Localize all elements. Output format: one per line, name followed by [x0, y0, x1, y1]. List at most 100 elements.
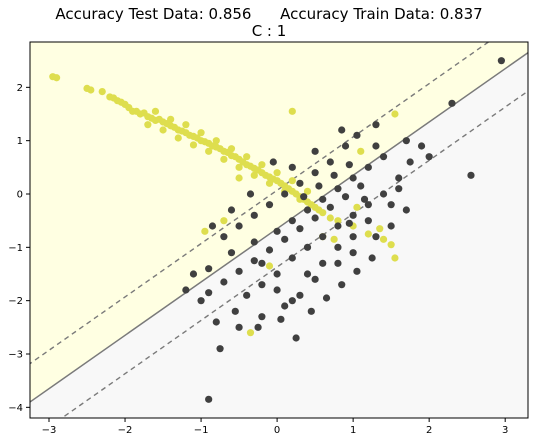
x-tick-label: 0 [274, 425, 280, 436]
point-class-b [311, 214, 319, 222]
point-class-a [391, 110, 399, 118]
x-tick-label: 1 [350, 425, 356, 436]
point-class-b [220, 233, 228, 241]
point-class-b [311, 147, 319, 155]
point-class-b [357, 182, 365, 190]
point-class-b [250, 211, 258, 219]
test-accuracy-title: Accuracy Test Data: 0.856 [55, 5, 252, 23]
point-class-b [216, 345, 224, 353]
point-class-b [269, 158, 277, 166]
point-class-a [353, 203, 361, 211]
point-class-b [197, 297, 205, 305]
point-class-b [326, 203, 334, 211]
x-axis: −3 −2 −1 0 1 2 3 [42, 418, 508, 436]
point-class-a [288, 107, 296, 115]
y-tick-label: −2 [8, 296, 23, 307]
point-class-a [227, 145, 236, 153]
point-class-b [250, 238, 258, 246]
point-class-b [330, 171, 338, 179]
point-class-a [189, 141, 198, 149]
point-class-b [205, 289, 213, 297]
point-class-b [227, 249, 236, 257]
point-class-b [258, 281, 266, 289]
point-class-a [326, 214, 334, 222]
point-class-a [387, 241, 395, 249]
point-class-b [311, 169, 319, 177]
point-class-a [246, 329, 255, 337]
point-class-a [167, 115, 175, 123]
point-class-b [265, 246, 274, 254]
point-class-a [330, 235, 338, 243]
point-class-b [345, 161, 353, 169]
point-class-b [353, 131, 361, 139]
point-class-a [98, 88, 106, 96]
y-tick-label: −3 [8, 350, 23, 361]
point-class-a [391, 254, 399, 262]
margin-line-upper [30, 42, 490, 365]
point-class-b [368, 254, 376, 262]
point-class-b [364, 163, 372, 171]
point-class-a [288, 177, 296, 185]
point-class-b [281, 302, 289, 310]
train-accuracy-title: Accuracy Train Data: 0.837 [280, 5, 483, 23]
point-class-b [288, 254, 296, 262]
x-tick-label: −3 [42, 425, 57, 436]
point-class-b [208, 222, 217, 230]
point-class-b [360, 195, 369, 203]
point-class-b [402, 137, 410, 145]
point-class-b [319, 195, 327, 203]
point-class-a [303, 187, 312, 195]
point-class-a [174, 134, 182, 142]
point-class-b [243, 291, 251, 299]
point-class-b [258, 259, 266, 267]
x-tick-label: 3 [502, 425, 508, 436]
point-class-b [296, 225, 304, 233]
point-class-a [364, 230, 372, 238]
point-class-a [250, 171, 258, 179]
point-class-b [345, 219, 353, 227]
point-class-b [296, 179, 304, 187]
point-class-b [379, 190, 388, 198]
point-class-b [231, 307, 239, 315]
point-class-b [300, 193, 308, 201]
point-class-b [417, 142, 426, 150]
point-class-b [349, 174, 357, 182]
y-tick-label: 2 [17, 83, 23, 94]
point-class-a [235, 174, 243, 182]
point-class-b [372, 121, 380, 129]
point-class-a [212, 137, 220, 145]
point-class-b [402, 206, 410, 214]
point-class-b [467, 171, 475, 179]
point-class-b [273, 270, 281, 278]
point-class-a [235, 163, 243, 171]
point-class-b [220, 278, 228, 286]
point-class-b [395, 185, 403, 193]
point-class-a [182, 121, 190, 129]
point-class-b [254, 323, 262, 331]
point-class-b [235, 222, 243, 230]
point-class-b [338, 281, 346, 289]
point-class-b [425, 153, 433, 161]
point-class-b [182, 286, 190, 294]
point-class-b [273, 227, 281, 235]
point-class-b [296, 291, 304, 299]
x-tick-label: −1 [194, 425, 209, 436]
point-class-b [349, 233, 357, 241]
point-class-b [288, 217, 296, 225]
point-class-b [307, 307, 315, 315]
y-tick-label: 0 [17, 190, 23, 201]
point-class-b [303, 243, 312, 251]
point-class-a [144, 121, 152, 129]
point-class-b [250, 257, 258, 265]
point-class-a [265, 262, 274, 270]
point-class-b [372, 142, 380, 150]
point-class-b [319, 259, 327, 267]
point-class-a [159, 126, 167, 134]
margin-line-lower [60, 90, 528, 418]
point-class-b [334, 259, 342, 267]
point-class-b [235, 267, 243, 275]
chart-title: Accuracy Test Data: 0.856 Accuracy Train… [0, 6, 538, 23]
point-class-b [205, 395, 213, 403]
